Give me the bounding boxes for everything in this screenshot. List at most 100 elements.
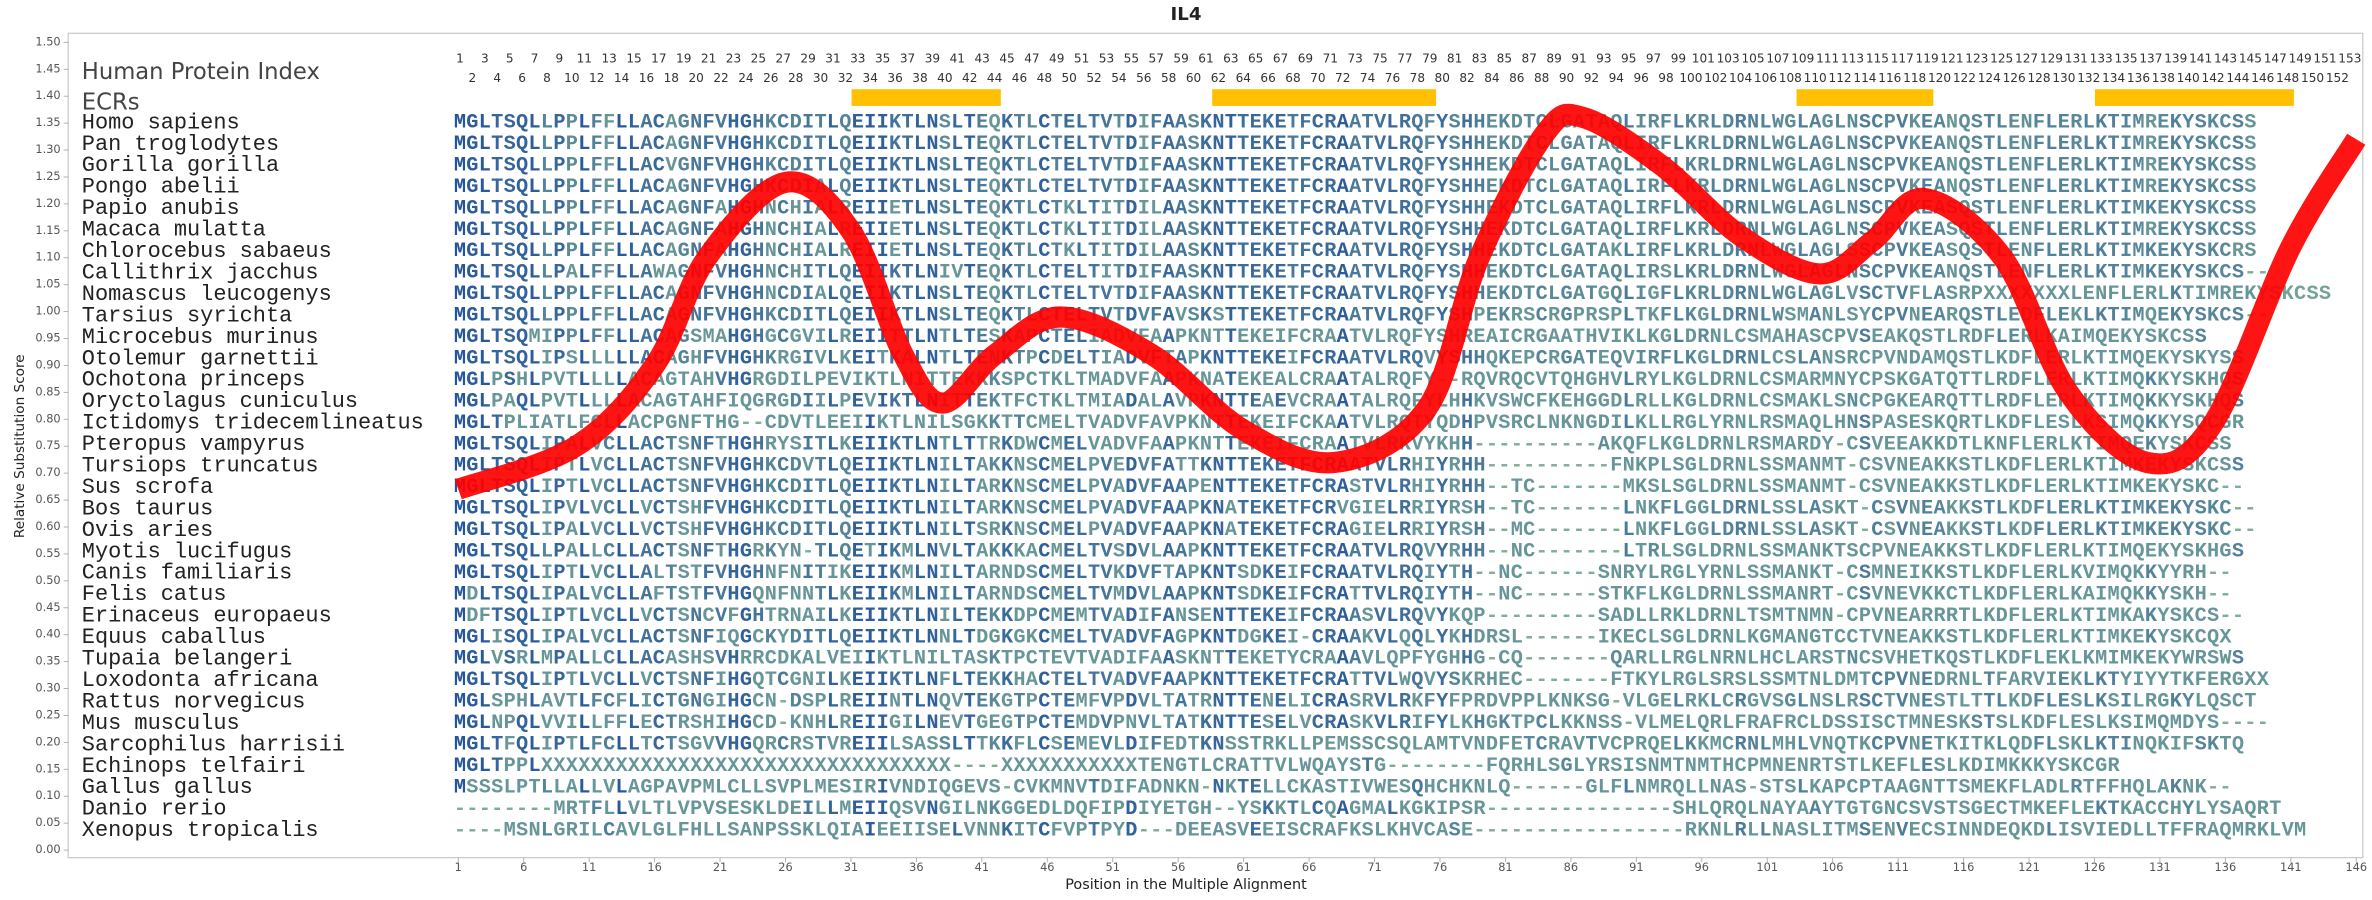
human-index-label: 15 <box>626 51 641 65</box>
y-tick-label: 1.40 <box>35 88 60 102</box>
x-tick-label: 61 <box>1236 860 1250 874</box>
human-index-label: 21 <box>701 51 716 65</box>
sequence: MGLTSQLLPPLFFLLACAGNFAHGHNCHIALREIIETLNS… <box>454 198 2257 221</box>
human-index-label: 4 <box>493 71 501 85</box>
human-index-label: 65 <box>1248 51 1263 65</box>
human-index-label: 148 <box>2276 71 2299 85</box>
sequence: MGLTSQLLPALLCLLACTSNFTHGRKYN-TLQETIKMLNV… <box>454 541 2244 564</box>
human-index-label: 84 <box>1484 71 1500 85</box>
sequence: MGLTSQLLPPLFFLLACAGNFVHGHKCDITLQEIIKTLNS… <box>454 112 2257 135</box>
x-tick-label: 81 <box>1498 860 1512 874</box>
human-index-label: 98 <box>1658 71 1673 85</box>
human-index-label: 81 <box>1447 51 1462 65</box>
sequence: MGLTSQLLPPLFFLLACAGNFVHGHKCDITLQEIIKTLNS… <box>454 305 2269 328</box>
species-name: Equus caballus <box>82 625 266 650</box>
y-tick-label: 0.90 <box>35 357 60 371</box>
x-tick-label: 86 <box>1564 860 1578 874</box>
human-index-label: 57 <box>1149 51 1164 65</box>
x-tick-label: 66 <box>1302 860 1316 874</box>
species-name: Sus scrofa <box>82 475 214 500</box>
human-index-label: 142 <box>2202 71 2225 85</box>
human-index-label: 145 <box>2239 51 2262 65</box>
x-tick-label: 21 <box>713 860 727 874</box>
human-index-label: 141 <box>2189 51 2212 65</box>
human-index-label: 128 <box>2027 71 2050 85</box>
y-tick-label: 0.65 <box>35 492 60 506</box>
human-index-label: 92 <box>1584 71 1599 85</box>
y-tick-label: 0.20 <box>35 734 60 748</box>
human-index-label: 133 <box>2090 51 2113 65</box>
y-tick-label: 0.00 <box>35 842 60 856</box>
y-tick-label: 0.70 <box>35 465 60 479</box>
species-name: Felis catus <box>82 582 227 607</box>
human-index-label: 123 <box>1965 51 1988 65</box>
human-index-label: 68 <box>1285 71 1300 85</box>
y-tick-label: 1.35 <box>35 115 60 129</box>
human-index-label: 69 <box>1298 51 1313 65</box>
human-index-label: 42 <box>962 71 977 85</box>
human-index-label: 82 <box>1459 71 1474 85</box>
sequence: MGLTSQLIPTLVCLLVCTSNFIHGQTCGNILKEIIKTLNF… <box>454 670 2270 693</box>
species-name: Homo sapiens <box>82 110 240 135</box>
human-index-label: 30 <box>813 71 828 85</box>
human-index-label: 3 <box>481 51 489 65</box>
human-index-label: 75 <box>1372 51 1387 65</box>
x-tick-label: 106 <box>1822 860 1844 874</box>
human-index-label: 34 <box>863 71 879 85</box>
human-index-label: 22 <box>713 71 728 85</box>
x-tick-label: 131 <box>2149 860 2171 874</box>
species-name: Ictidomys tridecemlineatus <box>82 411 424 436</box>
species-name: Erinaceus europaeus <box>82 604 332 629</box>
y-tick-label: 1.15 <box>35 223 60 237</box>
human-index-label: 124 <box>1978 71 2001 85</box>
human-index-label: 72 <box>1335 71 1350 85</box>
sequence: MGLVSRLMPALLCLLACASHSVHRRCDKALVEIIKTLNIL… <box>454 648 2244 671</box>
y-tick-label: 0.35 <box>35 654 60 668</box>
x-tick-label: 121 <box>2018 860 2040 874</box>
human-index-label: 132 <box>2077 71 2100 85</box>
species-name: Ovis aries <box>82 518 214 543</box>
human-index-label: 89 <box>1546 51 1561 65</box>
human-index-label: 149 <box>2289 51 2312 65</box>
human-index-label: 73 <box>1347 51 1362 65</box>
human-index-label: 12 <box>589 71 604 85</box>
human-index-label: 125 <box>1990 51 2013 65</box>
species-name: Myotis lucifugus <box>82 539 292 564</box>
human-index-label: 52 <box>1086 71 1101 85</box>
human-index-label: 114 <box>1853 71 1876 85</box>
human-index-label: 48 <box>1037 71 1052 85</box>
species-name: Echinops telfairi <box>82 754 306 779</box>
human-index-label: 13 <box>601 51 616 65</box>
sequence: MGLTSQLIPTLVCLLACTSNFVHGHKCDITLQEIIKTLNI… <box>454 477 2244 500</box>
sequence: MGLTSQLLPPLFFLLACAGNFVHGHKCDIALQEIIKTLNS… <box>454 176 2257 199</box>
human-index-label: 70 <box>1310 71 1325 85</box>
species-name: Tarsius syrichta <box>82 303 292 328</box>
x-tick-label: 26 <box>778 860 792 874</box>
human-index-label: 138 <box>2152 71 2175 85</box>
sequence: MGLTSQLIPVLVCLLVCTSHFVHGHKCDITLQEIIKTLNI… <box>454 498 2257 521</box>
y-tick-label: 0.15 <box>35 761 60 775</box>
species-name: Loxodonta africana <box>82 668 319 693</box>
human-index-label: 121 <box>1940 51 1963 65</box>
sequence: MSSSLPTLLALLVLAGPAVPMLCLLSVPLMESIRIVNDIQ… <box>454 777 2232 800</box>
species-name: Tursiops truncatus <box>82 453 319 478</box>
sequence: MDFTSQLIPTLVCLLVCTSNCVFGHTRNAILKEIIKTLNI… <box>454 605 2244 628</box>
x-tick-label: 31 <box>844 860 858 874</box>
y-tick-label: 0.25 <box>35 707 60 721</box>
human-index-label: 94 <box>1609 71 1625 85</box>
human-index-label: 11 <box>577 51 592 65</box>
human-index-label: 8 <box>543 71 551 85</box>
human-index-label: 101 <box>1692 51 1715 65</box>
human-index-label: 91 <box>1571 51 1586 65</box>
human-index-label: 29 <box>800 51 815 65</box>
ecr-bar <box>851 89 1001 106</box>
human-index-label: 6 <box>518 71 526 85</box>
human-index-label: 95 <box>1621 51 1636 65</box>
human-index-label: 39 <box>925 51 940 65</box>
human-index-label: 59 <box>1173 51 1188 65</box>
sequence: MGLTFQLIPTLFCLLTCTSGVVHGQRCRSTVREIILSASS… <box>454 734 2244 757</box>
y-tick-label: 0.30 <box>35 681 60 695</box>
human-index-label: 67 <box>1273 51 1288 65</box>
human-index-label: 146 <box>2251 71 2274 85</box>
chart-title: IL4 <box>1171 4 1202 25</box>
